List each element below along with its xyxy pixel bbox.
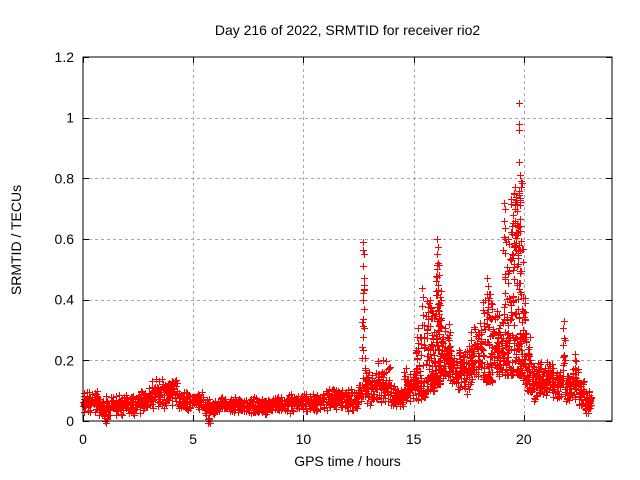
gridlines [83, 57, 612, 421]
data-points [80, 100, 595, 427]
tick-marks [83, 57, 612, 422]
x-tick-label: 10 [296, 431, 312, 447]
x-tick-label: 0 [79, 431, 87, 447]
y-tick-label: 0.4 [55, 292, 75, 308]
x-axis-label: GPS time / hours [294, 453, 401, 469]
chart-title: Day 216 of 2022, SRMTID for receiver rio… [214, 22, 481, 38]
y-tick-label: 0.6 [55, 231, 75, 247]
y-tick-label: 1 [66, 110, 74, 126]
y-tick-label: 0.8 [55, 170, 75, 186]
y-tick-label: 1.2 [55, 49, 75, 65]
y-axis-label: SRMTID / TECUs [8, 184, 24, 296]
y-tick-label: 0.2 [55, 352, 75, 368]
x-tick-label: 20 [516, 431, 532, 447]
y-tick-label: 0 [66, 413, 74, 429]
x-tick-label: 15 [406, 431, 422, 447]
x-tick-label: 5 [189, 431, 197, 447]
